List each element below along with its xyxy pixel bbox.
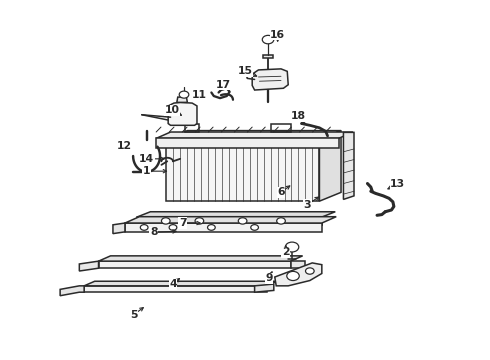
Polygon shape xyxy=(60,286,84,296)
Text: 17: 17 xyxy=(216,80,231,90)
Polygon shape xyxy=(303,217,322,225)
Text: 2: 2 xyxy=(282,247,290,257)
Text: 5: 5 xyxy=(130,310,137,320)
Text: 3: 3 xyxy=(304,200,311,210)
Circle shape xyxy=(305,268,314,274)
Polygon shape xyxy=(125,217,336,223)
Polygon shape xyxy=(84,286,267,292)
Circle shape xyxy=(262,35,274,44)
Circle shape xyxy=(169,225,177,230)
Circle shape xyxy=(140,225,148,230)
Text: 8: 8 xyxy=(150,227,157,237)
Polygon shape xyxy=(113,223,125,234)
Text: 6: 6 xyxy=(277,187,285,197)
Polygon shape xyxy=(137,212,335,217)
Polygon shape xyxy=(137,217,322,225)
Polygon shape xyxy=(255,284,274,292)
Circle shape xyxy=(208,225,215,230)
Text: 16: 16 xyxy=(270,30,285,40)
Polygon shape xyxy=(84,281,277,286)
Text: 18: 18 xyxy=(291,112,306,121)
Circle shape xyxy=(251,225,258,230)
Polygon shape xyxy=(319,131,341,201)
Circle shape xyxy=(285,242,299,252)
Text: 1: 1 xyxy=(143,166,150,176)
Polygon shape xyxy=(166,139,319,201)
Circle shape xyxy=(161,218,170,224)
Text: 12: 12 xyxy=(117,141,131,152)
Text: 9: 9 xyxy=(265,273,273,283)
Polygon shape xyxy=(98,261,291,268)
Polygon shape xyxy=(263,55,273,58)
Polygon shape xyxy=(98,256,303,261)
Text: 14: 14 xyxy=(139,154,154,164)
Polygon shape xyxy=(125,223,322,232)
Text: 10: 10 xyxy=(165,105,179,115)
Text: 11: 11 xyxy=(192,90,207,100)
Circle shape xyxy=(238,218,247,224)
Text: 15: 15 xyxy=(238,66,252,76)
Polygon shape xyxy=(291,261,305,268)
Circle shape xyxy=(195,218,204,224)
Text: 13: 13 xyxy=(390,179,405,189)
Polygon shape xyxy=(177,97,187,102)
Polygon shape xyxy=(156,138,339,148)
Circle shape xyxy=(179,91,189,98)
Text: 7: 7 xyxy=(179,218,186,228)
Polygon shape xyxy=(166,131,341,139)
Circle shape xyxy=(277,218,285,224)
Polygon shape xyxy=(252,69,288,90)
Polygon shape xyxy=(156,132,353,138)
Polygon shape xyxy=(343,132,354,199)
Polygon shape xyxy=(168,102,197,125)
Circle shape xyxy=(287,271,299,280)
Polygon shape xyxy=(275,263,322,286)
Polygon shape xyxy=(79,261,98,271)
Text: 4: 4 xyxy=(169,279,177,289)
